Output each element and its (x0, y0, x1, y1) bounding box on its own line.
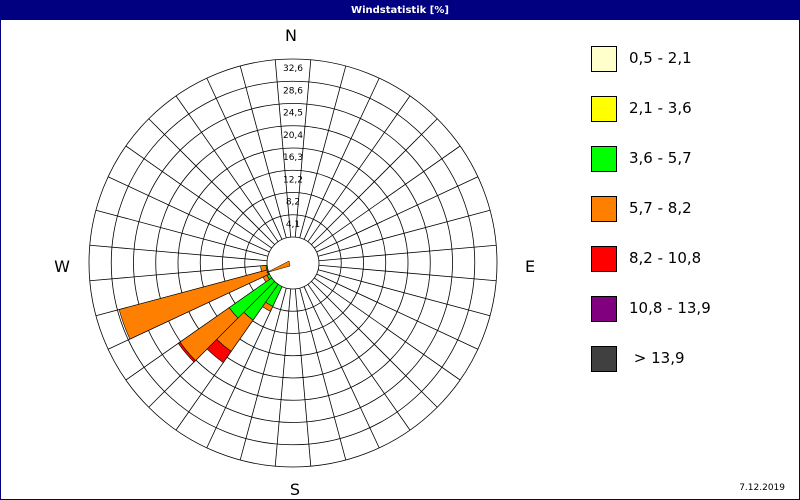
wind-bar-segment (260, 265, 268, 272)
radial-tick-label: 4,1 (286, 220, 300, 230)
calm-marker (266, 260, 291, 273)
radial-tick-label: 12,2 (283, 175, 303, 185)
grid-ring (199, 169, 387, 357)
legend-label: 3,6 - 5,7 (629, 149, 692, 167)
legend-item: 5,7 - 8,2 (591, 196, 791, 246)
legend-swatch (591, 246, 617, 272)
direction-label-south: S (290, 480, 300, 499)
wind-rose-chart: 4,1 8,2 12,2 16,3 20,4 24,5 28,6 32,6 N E S W (54, 26, 535, 499)
radial-tick-label: 24,5 (283, 109, 303, 119)
title-bar: Windstatistik [%] (1, 1, 799, 20)
grid-ring (222, 192, 364, 334)
wind-bar-segment (118, 269, 269, 340)
grid-ring (266, 236, 320, 290)
legend-label: 8,2 - 10,8 (629, 249, 702, 267)
legend-item: > 13,9 (591, 346, 791, 396)
legend-swatch (591, 196, 617, 222)
grid-ring (88, 58, 498, 468)
legend-item: 0,5 - 2,1 (591, 46, 791, 96)
legend-label: 2,1 - 3,6 (629, 99, 692, 117)
legend-item: 8,2 - 10,8 (591, 246, 791, 296)
radial-tick-label: 20,4 (283, 131, 303, 141)
grid-ring (133, 103, 453, 423)
radial-tick-label: 16,3 (283, 153, 303, 163)
legend-label: 0,5 - 2,1 (629, 49, 692, 67)
radial-tick-label: 28,6 (283, 86, 303, 96)
legend-label: > 13,9 (629, 349, 685, 367)
wind-bar-segment (177, 341, 196, 363)
legend-label: 5,7 - 8,2 (629, 199, 692, 217)
legend-swatch (591, 346, 617, 372)
direction-label-east: E (525, 257, 535, 276)
legend-label: 10,8 - 13,9 (629, 299, 711, 317)
radial-tick-label: 8,2 (286, 198, 300, 208)
direction-label-north: N (285, 26, 297, 45)
legend-swatch (591, 96, 617, 122)
legend: 0,5 - 2,1 2,1 - 3,6 3,6 - 5,7 5,7 - 8,2 8,2 … (591, 46, 791, 396)
legend-swatch (591, 46, 617, 72)
date-stamp: 7.12.2019 (739, 483, 785, 493)
legend-item: 10,8 - 13,9 (591, 296, 791, 346)
grid-ring (244, 214, 342, 312)
legend-item: 2,1 - 3,6 (591, 96, 791, 146)
grid-ring (177, 147, 409, 379)
legend-swatch (591, 296, 617, 322)
legend-item: 3,6 - 5,7 (591, 146, 791, 196)
legend-swatch (591, 146, 617, 172)
radial-tick-label: 32,6 (283, 64, 303, 74)
direction-label-west: W (54, 257, 70, 276)
grid-ring (155, 125, 431, 401)
grid-ring (110, 80, 476, 446)
